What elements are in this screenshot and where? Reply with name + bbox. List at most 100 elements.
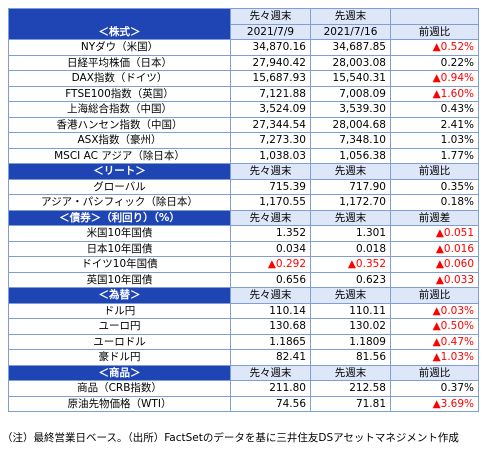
value-cell: 0.22% bbox=[390, 54, 479, 71]
table-row: ＜債券＞（利回り）（%） 先々週末 先週末 前週差 bbox=[8, 209, 479, 226]
value-cell: 1.03% bbox=[390, 132, 479, 149]
value-cell: ▲0.47% bbox=[390, 333, 479, 350]
value-cell: 7,121.88 bbox=[230, 85, 311, 102]
value-cell: ▲0.051 bbox=[390, 225, 479, 242]
value-cell: 1,056.38 bbox=[310, 147, 391, 164]
section-title: ＜リート＞ bbox=[8, 163, 231, 180]
row-label: 米国10年国債 bbox=[8, 225, 231, 242]
value-cell: 211.80 bbox=[230, 380, 311, 397]
table-row: 2021/7/9 2021/7/16 前週比 bbox=[9, 23, 479, 40]
row-label: ドイツ10年国債 bbox=[8, 256, 231, 273]
row-label: NYダウ（米国） bbox=[8, 39, 231, 56]
value-cell: ▲0.292 bbox=[230, 256, 311, 273]
value-cell: 130.68 bbox=[230, 318, 311, 335]
column-header: 先々週末 bbox=[230, 209, 311, 226]
row-label: FTSE100指数（英国） bbox=[8, 85, 231, 102]
value-cell: 3,539.30 bbox=[310, 101, 391, 118]
table-row: ＜リート＞ 先々週末 先週末 前週比 bbox=[8, 163, 479, 180]
value-cell: 3,524.09 bbox=[230, 101, 311, 118]
value-cell: 110.14 bbox=[230, 302, 311, 319]
row-label: 香港ハンセン指数（中国） bbox=[8, 116, 231, 133]
value-cell: ▲1.60% bbox=[390, 85, 479, 102]
value-cell: 34,687.85 bbox=[310, 39, 391, 56]
value-cell: 15,540.31 bbox=[310, 70, 391, 87]
table-row: NYダウ（米国） 34,870.16 34,687.85 ▲0.52% bbox=[8, 39, 479, 56]
value-cell: ▲1.03% bbox=[390, 349, 479, 366]
table-row: ドイツ10年国債 ▲0.292 ▲0.352 ▲0.060 bbox=[8, 256, 479, 273]
table-row: ＜株式＞ 先々週末 先週末 bbox=[8, 8, 479, 40]
row-label: 日経平均株価（日本） bbox=[8, 54, 231, 71]
column-header: 先々週末 bbox=[230, 287, 311, 304]
row-label: 豪ドル円 bbox=[8, 349, 231, 366]
column-header: 前週比 bbox=[390, 364, 479, 381]
value-cell: 28,003.08 bbox=[310, 54, 391, 71]
row-label: 原油先物価格（WTI） bbox=[8, 395, 231, 412]
column-header: 先週末 bbox=[310, 364, 391, 381]
value-cell: 27,940.42 bbox=[230, 54, 311, 71]
column-header: 先週末 bbox=[310, 163, 391, 180]
column-header: 前週差 bbox=[390, 209, 479, 226]
column-header: 先々週末 bbox=[230, 364, 311, 381]
section-title: ＜株式＞ bbox=[8, 8, 231, 40]
value-cell: 7,273.30 bbox=[230, 132, 311, 149]
table-row: ユーロドル 1.1865 1.1809 ▲0.47% bbox=[8, 333, 479, 350]
table-row: 英国10年国債 0.656 0.623 ▲0.033 bbox=[8, 271, 479, 288]
value-cell: ▲3.69% bbox=[390, 395, 479, 412]
table-row: グローバル 715.39 717.90 0.35% bbox=[8, 178, 479, 195]
table-row: 香港ハンセン指数（中国） 27,344.54 28,004.68 2.41% bbox=[8, 116, 479, 133]
value-cell: 0.656 bbox=[230, 271, 311, 288]
table-row: ドル円 110.14 110.11 ▲0.03% bbox=[8, 302, 479, 319]
table-row: 上海総合指数（中国） 3,524.09 3,539.30 0.43% bbox=[8, 101, 479, 118]
value-cell: 82.41 bbox=[230, 349, 311, 366]
column-header bbox=[390, 8, 479, 25]
column-date: 2021/7/16 bbox=[310, 23, 391, 40]
value-cell: 28,004.68 bbox=[310, 116, 391, 133]
row-label: ドル円 bbox=[8, 302, 231, 319]
row-label: 商品（CRB指数） bbox=[8, 380, 231, 397]
value-cell: 717.90 bbox=[310, 178, 391, 195]
value-cell: 0.43% bbox=[390, 101, 479, 118]
column-header: 前週比 bbox=[390, 163, 479, 180]
table-row: ASX指数（豪州） 7,273.30 7,348.10 1.03% bbox=[8, 132, 479, 149]
value-cell: 1.77% bbox=[390, 147, 479, 164]
table-body: ＜株式＞ 先々週末 先週末 2021/7/9 2021/7/16 前週比 NYダウ（米国） 3… bbox=[8, 8, 479, 412]
value-cell: 15,687.93 bbox=[230, 70, 311, 87]
value-cell: 1,038.03 bbox=[230, 147, 311, 164]
row-label: ASX指数（豪州） bbox=[8, 132, 231, 149]
value-cell: ▲0.52% bbox=[390, 39, 479, 56]
table-row: 商品（CRB指数） 211.80 212.58 0.37% bbox=[8, 380, 479, 397]
column-date: 2021/7/9 bbox=[230, 23, 311, 40]
value-cell: 715.39 bbox=[230, 178, 311, 195]
value-cell: 130.02 bbox=[310, 318, 391, 335]
value-cell: 0.018 bbox=[310, 240, 391, 257]
column-header: 先週末 bbox=[310, 8, 391, 25]
table-row: 豪ドル円 82.41 81.56 ▲1.03% bbox=[8, 349, 479, 366]
table-row: 日経平均株価（日本） 27,940.42 28,003.08 0.22% bbox=[8, 54, 479, 71]
value-cell: 7,008.09 bbox=[310, 85, 391, 102]
row-label: ユーロ円 bbox=[8, 318, 231, 335]
value-cell: ▲0.033 bbox=[390, 271, 479, 288]
value-cell: 27,344.54 bbox=[230, 116, 311, 133]
table-row: アジア・パシフィック（除日本） 1,170.55 1,172.70 0.18% bbox=[8, 194, 479, 211]
value-cell: 71.81 bbox=[310, 395, 391, 412]
section-title: ＜商品＞ bbox=[8, 364, 231, 381]
value-cell: 7,348.10 bbox=[310, 132, 391, 149]
value-cell: 212.58 bbox=[310, 380, 391, 397]
value-cell: ▲0.352 bbox=[310, 256, 391, 273]
table-row: ＜商品＞ 先々週末 先週末 前週比 bbox=[8, 364, 479, 381]
table-row: ユーロ円 130.68 130.02 ▲0.50% bbox=[8, 318, 479, 335]
column-header: 前週比 bbox=[390, 287, 479, 304]
row-label: アジア・パシフィック（除日本） bbox=[8, 194, 231, 211]
table-row: 日本10年国債 0.034 0.018 ▲0.016 bbox=[8, 240, 479, 257]
value-cell: 0.623 bbox=[310, 271, 391, 288]
row-label: MSCI AC アジア（除日本） bbox=[8, 147, 231, 164]
value-cell: 0.18% bbox=[390, 194, 479, 211]
value-cell: ▲0.060 bbox=[390, 256, 479, 273]
row-label: グローバル bbox=[8, 178, 231, 195]
value-cell: 1.1809 bbox=[310, 333, 391, 350]
table-row: MSCI AC アジア（除日本） 1,038.03 1,056.38 1.77% bbox=[8, 147, 479, 164]
row-label: 上海総合指数（中国） bbox=[8, 101, 231, 118]
section-title: ＜為替＞ bbox=[8, 287, 231, 304]
table-row: DAX指数（ドイツ） 15,687.93 15,540.31 ▲0.94% bbox=[8, 70, 479, 87]
value-cell: 0.034 bbox=[230, 240, 311, 257]
